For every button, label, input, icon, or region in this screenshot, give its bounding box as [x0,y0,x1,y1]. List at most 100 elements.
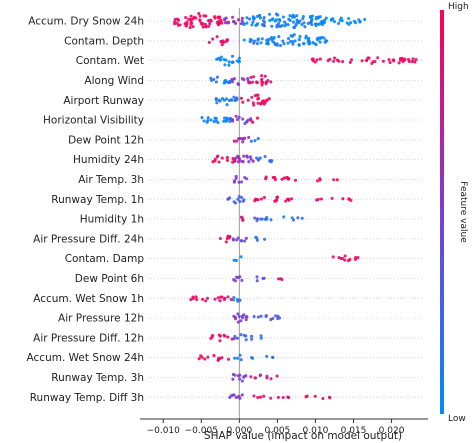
shap-point [250,38,254,42]
shap-point [254,80,259,84]
shap-point [263,74,267,78]
shap-point [259,336,263,340]
feature-label: Air Temp. 3h [78,174,144,186]
shap-point [195,297,199,302]
shap-point [329,18,334,22]
shap-point [236,276,240,280]
shap-point [225,97,229,101]
shap-point [261,276,265,280]
shap-point [256,158,261,162]
shap-point [273,19,277,23]
shap-point [228,119,232,124]
shap-point [276,395,280,399]
shap-point [220,21,224,25]
shap-point [321,396,325,401]
shap-point [227,60,231,64]
colorbar-high-label: High [448,2,469,12]
feature-label: Dew Point 6h [75,273,144,285]
feature-label: Humidity 24h [73,154,144,166]
shap-point [239,96,243,100]
colorbar-gradient [440,10,444,414]
shap-point [281,15,285,19]
shap-point [264,82,268,86]
shap-point [331,255,335,259]
shap-point [259,334,263,338]
shap-point [213,15,217,19]
shap-point [306,21,310,25]
shap-point [288,18,292,22]
shap-point [237,194,241,199]
shap-point [259,197,263,201]
shap-point [198,14,202,18]
shap-point [220,156,224,160]
shap-point [256,137,260,141]
shap-point [289,34,293,38]
shap-point [231,119,235,123]
shap-point [247,160,251,164]
shap-point [263,154,267,159]
shap-point [318,57,322,61]
shap-point [275,374,279,378]
feature-label: Runway Temp. 3h [51,372,144,384]
shap-point [322,20,326,24]
shap-point [220,97,225,101]
x-tick-label: 0.000 [226,426,252,436]
shap-point [317,15,321,19]
x-tick-label: 0.005 [265,426,291,436]
shap-point [288,14,292,18]
shap-point [218,299,222,303]
shap-point [206,355,210,359]
shap-point [219,55,223,59]
shap-point [223,63,227,67]
shap-point [235,336,239,340]
shap-point [356,256,360,260]
shap-point [224,240,228,244]
shap-point [248,17,252,21]
shap-point [216,154,220,158]
shap-point [242,22,246,26]
shap-point [264,175,268,179]
shap-point [241,140,245,144]
shap-point [251,20,255,24]
shap-point [303,25,307,29]
shap-point [292,33,296,37]
shap-point [225,158,230,162]
shap-point [271,355,275,360]
shap-point [340,19,344,23]
shap-point [244,318,248,322]
shap-point [235,139,239,143]
shap-point [234,395,238,400]
shap-point [250,334,254,338]
shap-point [249,75,253,79]
shap-point [208,22,212,26]
shap-point [309,20,313,24]
shap-point [240,77,245,81]
shap-point [232,95,236,99]
shap-point [200,116,204,120]
shap-point [345,21,349,25]
shap-point [274,199,278,203]
shap-point [245,21,249,25]
shap-point [185,22,189,26]
shap-point [256,37,260,41]
shap-point [297,43,301,47]
shap-point [241,159,245,164]
shap-point [241,100,245,104]
feature-label: Air Pressure Diff. 12h [33,332,144,344]
shap-point [223,21,228,25]
shap-point [290,197,294,201]
shap-point [232,180,236,184]
shap-point [313,394,317,398]
shap-point [245,177,249,181]
shap-point [241,117,245,121]
shap-point [226,234,230,238]
shap-point [253,199,257,203]
shap-point [320,20,324,24]
shap-point [373,59,377,64]
shap-point [262,20,267,24]
shap-point [237,314,241,319]
shap-point [269,80,273,84]
shap-point [337,21,341,25]
shap-point [313,42,317,46]
shap-point [240,136,244,140]
